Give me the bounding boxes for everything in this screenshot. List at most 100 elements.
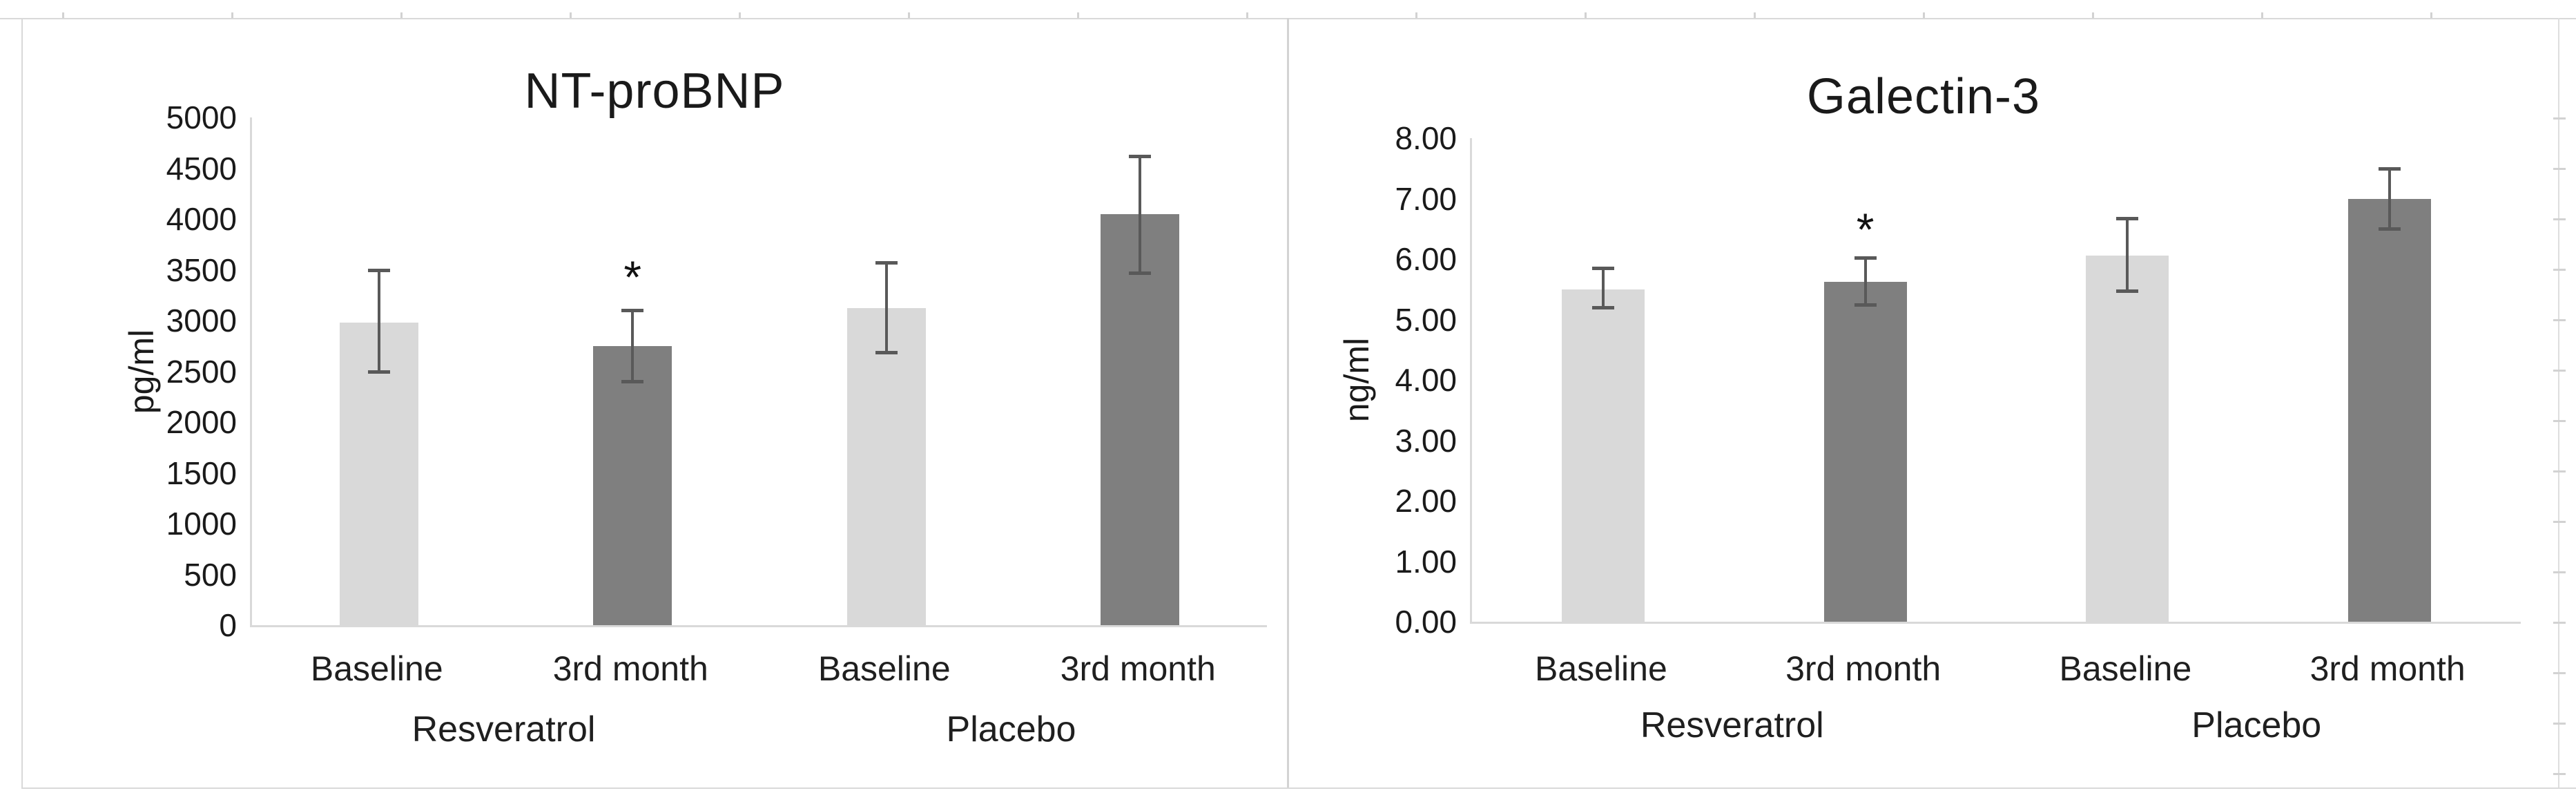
- bar-3rd-month: [593, 345, 672, 625]
- plot-area: 0.00 1.00 2.00 3.00 4.00 5.00 6.00 7.00 8.00 *: [1395, 122, 2521, 638]
- frame-bottom-line: [21, 787, 2576, 789]
- error-bar-cap: [1591, 267, 1614, 271]
- grid-remnant-tick-top: [231, 12, 233, 18]
- group-label-resveratrol: Resveratrol: [411, 709, 596, 750]
- error-bar-stem: [2126, 218, 2129, 291]
- y-tick-label: 8.00: [1395, 120, 1457, 156]
- grid-remnant-tick-right: [2553, 269, 2566, 271]
- grid-remnant-tick-top: [1415, 12, 1417, 18]
- bar-baseline: [1561, 289, 1645, 622]
- grid-remnant-tick-top: [570, 12, 572, 18]
- error-bar-stem: [631, 310, 635, 382]
- grid-remnant-tick-right: [2553, 168, 2566, 170]
- plot-area: 0 500 1000 1500 2000 2500 3000 3500 4000 4500 5000…: [166, 102, 1267, 641]
- grid-remnant-tick-top: [2430, 12, 2432, 18]
- grid-remnant-tick-top: [1077, 12, 1079, 18]
- error-bar-stem: [884, 262, 888, 352]
- grid-remnant-tick-top: [1246, 12, 1248, 18]
- group-label-resveratrol: Resveratrol: [1640, 705, 1824, 745]
- bar-3rd-month: [1101, 213, 1180, 625]
- category-label: Baseline: [817, 649, 951, 688]
- frame-right-line: [2558, 18, 2559, 787]
- error-bar-cap: [2116, 289, 2139, 293]
- error-bar-cap: [2379, 166, 2401, 171]
- category-label: 3rd month: [1060, 649, 1216, 688]
- y-tick-label: 5000: [166, 99, 237, 135]
- chart-title: NT-proBNP: [524, 64, 785, 119]
- y-tick-label: 2000: [166, 404, 237, 440]
- bar-baseline: [846, 308, 926, 625]
- grid-remnant-tick-right: [2553, 571, 2566, 573]
- y-tick-label: 1000: [166, 506, 237, 542]
- group-label-placebo: Placebo: [2191, 705, 2322, 745]
- grid-remnant-tick-right: [2553, 723, 2566, 725]
- error-bar-cap: [875, 350, 898, 354]
- grid-remnant-tick-right: [2553, 117, 2566, 120]
- y-tick-label: 2.00: [1395, 483, 1457, 519]
- error-bar-cap: [1854, 303, 1877, 307]
- grid-remnant-tick-top: [2261, 12, 2263, 18]
- significance-star: *: [1856, 204, 1875, 256]
- error-bar-cap: [621, 380, 644, 384]
- grid-remnant-tick-top: [1585, 12, 1587, 18]
- grid-remnant-tick-top: [400, 12, 403, 18]
- grid-remnant-tick-right: [2553, 420, 2566, 422]
- grid-remnant-tick-right: [2553, 218, 2566, 220]
- grid-remnant-tick-right: [2553, 622, 2566, 624]
- grid-remnant-tick-top: [62, 12, 64, 18]
- error-bar-cap: [1129, 271, 1152, 275]
- bar-3rd-month: [2348, 198, 2432, 622]
- error-bar-cap: [1129, 154, 1152, 158]
- grid-remnant-tick-right: [2553, 470, 2566, 472]
- chart-panel-nt-probnp: NT-proBNP pg/ml 0 500 1000 1500 2000 2500 3000…: [21, 0, 1288, 802]
- frame-left-line: [21, 18, 23, 787]
- category-label: Baseline: [310, 649, 443, 688]
- error-bar-cap: [1591, 306, 1614, 309]
- chart-panel-galectin-3: Galectin-3 ng/ml 0.00 1.00 2.00 3.00 4.00 5.0…: [1288, 0, 2559, 802]
- error-bar-cap: [367, 268, 390, 272]
- error-bar-cap: [367, 370, 390, 374]
- y-tick-label: 4500: [166, 150, 237, 187]
- grid-remnant-tick-right: [2553, 521, 2566, 523]
- grid-remnant-tick-right: [2553, 672, 2566, 674]
- y-tick-label: 3500: [166, 251, 237, 288]
- y-tick-label: 0.00: [1395, 604, 1457, 640]
- y-tick-label: 4000: [166, 201, 237, 237]
- error-bar-stem: [1863, 258, 1867, 305]
- category-label: Baseline: [2059, 649, 2192, 688]
- category-label: 3rd month: [552, 649, 708, 688]
- y-tick-label: 500: [184, 556, 237, 593]
- grid-remnant-tick-top: [739, 12, 741, 18]
- grid-remnant-tick-right: [2553, 773, 2566, 775]
- error-bar-cap: [875, 261, 898, 265]
- bar-baseline: [2086, 255, 2169, 622]
- y-tick-label: 0: [219, 607, 237, 643]
- grid-remnant-tick-top: [2092, 12, 2094, 18]
- error-bar-stem: [2388, 168, 2392, 229]
- error-bar-cap: [621, 309, 644, 313]
- y-tick-label: 1.00: [1395, 543, 1457, 580]
- panel-divider: [1287, 18, 1289, 787]
- error-bar-cap: [1854, 256, 1877, 260]
- significance-star: *: [623, 251, 642, 303]
- grid-remnant-tick-top: [1754, 12, 1756, 18]
- y-tick-label: 3.00: [1395, 422, 1457, 459]
- y-tick-label: 4.00: [1395, 362, 1457, 398]
- y-tick-label: 7.00: [1395, 180, 1457, 217]
- category-label: 3rd month: [2309, 649, 2466, 688]
- chart-title: Galectin-3: [1806, 69, 2041, 124]
- error-bar-stem: [1139, 155, 1142, 273]
- grid-remnant-tick-right: [2553, 370, 2566, 372]
- category-label: 3rd month: [1785, 649, 1941, 688]
- y-tick-label: 5.00: [1395, 301, 1457, 338]
- y-tick-label: 6.00: [1395, 241, 1457, 277]
- error-bar-cap: [2379, 227, 2401, 231]
- bar-3rd-month: [1823, 282, 1907, 622]
- error-bar-cap: [2116, 217, 2139, 221]
- y-tick-label: 1500: [166, 455, 237, 491]
- y-tick-label: 3000: [166, 303, 237, 338]
- grid-remnant-tick-top: [1923, 12, 1925, 18]
- category-label: Baseline: [1534, 649, 1667, 688]
- group-label-placebo: Placebo: [946, 709, 1076, 750]
- y-tick-label: 2500: [166, 353, 237, 390]
